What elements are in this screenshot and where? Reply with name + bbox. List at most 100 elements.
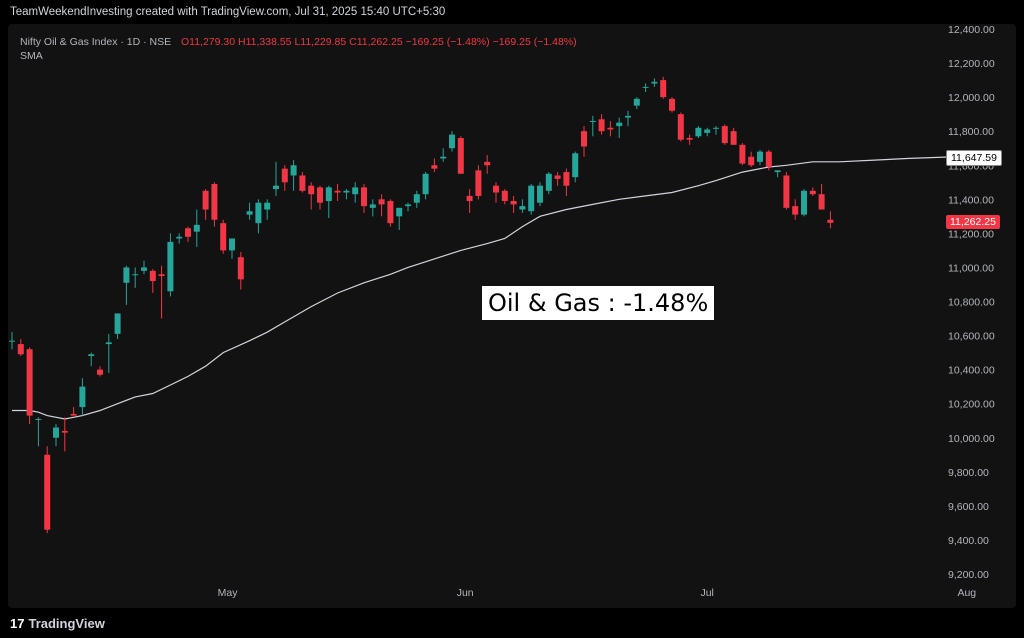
annotation-label: Oil & Gas : -1.48% (482, 286, 715, 320)
candle-body (237, 257, 244, 280)
y-tick-label: 11,000.00 (948, 262, 994, 274)
candle-body (352, 187, 359, 195)
y-tick-label: 9,600.00 (948, 501, 989, 513)
candle-body (26, 349, 33, 416)
candle-body (361, 187, 367, 207)
candle-body (616, 122, 623, 127)
open-value: O11,279.30 (180, 36, 236, 48)
candle-body (44, 454, 51, 530)
candle-body (61, 430, 68, 433)
candle-body (158, 274, 165, 276)
candle-body (176, 236, 183, 239)
high-value: H11,338.55 (238, 36, 292, 48)
candle-body (484, 161, 491, 166)
candle-body (440, 156, 447, 159)
candle-body (607, 127, 614, 130)
candle-body (53, 427, 59, 438)
low-value: L11,229.85 (294, 36, 347, 48)
y-tick-label: 10,200.00 (948, 399, 995, 411)
candle-body (827, 219, 834, 223)
y-tick-label: 12,200.00 (948, 58, 995, 70)
candle-body (721, 126, 728, 144)
candlestick-chart[interactable]: 9,200.00 9,400.00 9,600.00 9,800.00 10,000.0… (8, 24, 1016, 608)
y-tick-label: 11,800.00 (948, 126, 994, 138)
candle-body (378, 199, 385, 205)
candle-body (422, 173, 429, 195)
candle-body (79, 386, 86, 408)
candle-body (501, 190, 508, 202)
candle-body (660, 80, 667, 98)
candle-body (757, 151, 763, 162)
indicator-legend[interactable]: SMA (20, 50, 43, 62)
candle-body (141, 267, 147, 271)
sma-indicator-label[interactable]: SMA (20, 50, 43, 62)
candle-body (132, 274, 139, 276)
candle-body (405, 204, 411, 207)
candle-body (123, 267, 130, 283)
candle-body (211, 183, 218, 220)
candle-body (229, 238, 235, 251)
candle-body (625, 115, 631, 118)
candle-body (308, 185, 315, 195)
candle-body (431, 165, 438, 169)
candle-body (220, 223, 227, 251)
candle-body (35, 419, 42, 421)
change-value-2: −169.25 (−1.48%) (492, 36, 577, 48)
candle-body (563, 172, 570, 186)
sma-line (12, 156, 980, 420)
candle-body (273, 185, 279, 190)
x-tick-label: May (218, 587, 239, 599)
ohlc-legend: Nifty Oil & Gas Index · 1D · NSE O11,279… (20, 36, 577, 48)
candle-body (167, 241, 174, 292)
candle-body (334, 190, 341, 193)
candle-body (343, 190, 350, 193)
candle-body (281, 168, 288, 183)
candle-body (633, 98, 640, 106)
tradingview-logo[interactable]: 17 TradingView (10, 616, 105, 631)
candle-body (554, 175, 561, 179)
y-tick-label: 11,200.00 (948, 228, 994, 240)
candle-body (317, 187, 323, 203)
symbol-label: Nifty Oil & Gas Index · 1D · NSE (20, 36, 172, 48)
y-tick-label: 9,200.00 (948, 569, 989, 581)
candle-body (449, 134, 455, 149)
x-tick-label: Aug (957, 587, 976, 599)
chart-panel[interactable]: 9,200.00 9,400.00 9,600.00 9,800.00 10,000.0… (8, 24, 1016, 608)
candle-body (581, 131, 587, 147)
tradingview-logo-icon: 17 (10, 616, 25, 631)
candle-body (598, 119, 605, 132)
candle-body (387, 201, 394, 224)
y-tick-label: 12,400.00 (948, 24, 995, 36)
candle-body (369, 204, 376, 208)
y-tick-label: 10,400.00 (948, 365, 995, 377)
top-bar: TeamWeekendInvesting created with Tradin… (0, 0, 1024, 24)
candle-body (713, 127, 719, 129)
candle-body (792, 206, 799, 215)
candle-body (642, 86, 649, 88)
tradingview-logo-text: TradingView (28, 616, 105, 631)
candle-body (730, 131, 737, 145)
candle-body (105, 342, 112, 345)
candle-body (413, 194, 420, 203)
candle-body (783, 175, 790, 208)
candle-body (818, 194, 825, 210)
candle-body (519, 206, 526, 210)
y-tick-label: 9,400.00 (948, 535, 989, 547)
candle-body (466, 195, 473, 202)
candle-body (255, 202, 262, 224)
y-tick-label: 10,600.00 (948, 331, 995, 343)
candle-body (70, 413, 77, 416)
y-tick-label: 10,800.00 (948, 297, 995, 309)
candle-body (493, 185, 499, 193)
candle-body (765, 151, 772, 167)
candle-body (528, 185, 535, 212)
footer: 17 TradingView (0, 608, 1024, 638)
y-tick-label: 12,000.00 (948, 92, 995, 104)
y-tick-label: 10,000.00 (948, 433, 995, 445)
sma-price-tag: 11,647.59 (946, 150, 1002, 166)
close-price-tag: 11,262.25 (946, 215, 1000, 229)
change-value: −169.25 (−1.48%) (405, 36, 490, 48)
candle-body (545, 173, 552, 191)
candle-body (149, 270, 156, 282)
candle-body (589, 120, 596, 122)
